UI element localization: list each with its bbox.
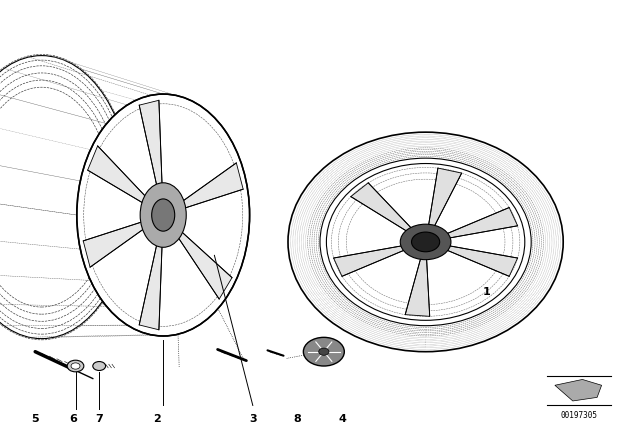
Text: 5: 5 [31,414,39,424]
Polygon shape [428,168,461,233]
Ellipse shape [152,199,175,231]
Polygon shape [83,219,153,267]
Ellipse shape [326,164,525,320]
Ellipse shape [412,232,440,252]
Text: 7: 7 [95,414,103,424]
Text: 2: 2 [153,414,161,424]
Text: 4: 4 [339,414,346,424]
Ellipse shape [303,337,344,366]
Polygon shape [140,100,163,200]
Polygon shape [140,230,163,330]
Ellipse shape [93,362,106,370]
Text: 8: 8 [294,414,301,424]
Polygon shape [555,379,602,401]
Polygon shape [438,207,518,240]
Polygon shape [171,224,232,299]
Ellipse shape [288,132,563,352]
Ellipse shape [67,360,84,372]
Polygon shape [333,244,413,276]
Text: 1: 1 [483,287,490,297]
Polygon shape [88,146,154,209]
Text: 00197305: 00197305 [561,411,598,420]
Polygon shape [173,163,243,211]
Polygon shape [351,183,417,236]
Polygon shape [438,244,518,276]
Ellipse shape [140,183,186,247]
Text: 3: 3 [249,414,257,424]
Ellipse shape [319,348,329,355]
Text: 6: 6 [70,414,77,424]
Polygon shape [405,251,429,316]
Ellipse shape [71,363,80,369]
Ellipse shape [77,94,250,336]
Ellipse shape [400,224,451,260]
